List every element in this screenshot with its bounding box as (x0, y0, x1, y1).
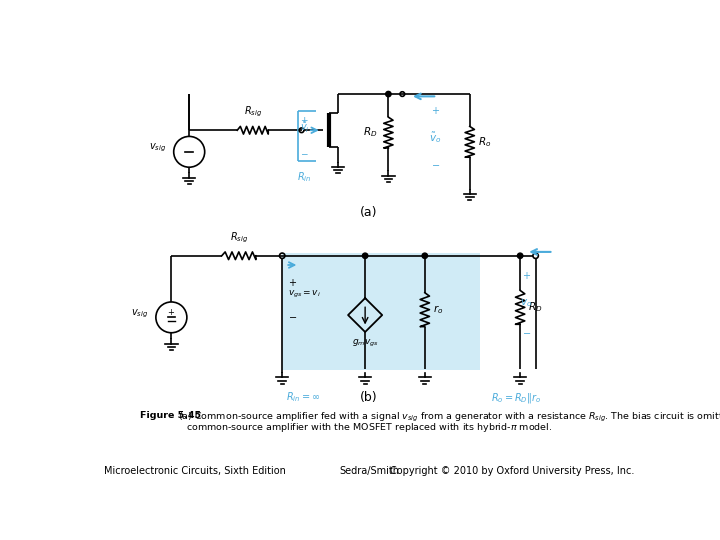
Text: $+$: $+$ (431, 105, 440, 116)
Text: $g_m v_{gs}$: $g_m v_{gs}$ (352, 338, 379, 349)
Text: $-$: $-$ (522, 327, 531, 336)
Text: $R_o$: $R_o$ (477, 135, 491, 148)
Text: $R_D$: $R_D$ (363, 126, 377, 139)
Text: $\tilde{v}_i$: $\tilde{v}_i$ (300, 120, 310, 136)
Text: $+$: $+$ (522, 269, 531, 281)
Text: Sedra/Smith: Sedra/Smith (339, 467, 399, 476)
Text: $v_{sig}$: $v_{sig}$ (149, 142, 166, 154)
Text: $R_{in} = \infty$: $R_{in} = \infty$ (286, 390, 320, 404)
Text: Microelectronic Circuits, Sixth Edition: Microelectronic Circuits, Sixth Edition (104, 467, 286, 476)
Text: $+$: $+$ (289, 278, 297, 288)
Text: Figure 5.45: Figure 5.45 (140, 411, 202, 420)
Text: (b): (b) (360, 391, 378, 404)
Text: Copyright © 2010 by Oxford University Press, Inc.: Copyright © 2010 by Oxford University Pr… (390, 467, 634, 476)
Text: $+$: $+$ (300, 115, 309, 125)
Text: $+$: $+$ (167, 307, 176, 317)
Text: $R_{sig}$: $R_{sig}$ (230, 231, 248, 245)
Text: $-$: $-$ (289, 311, 297, 321)
Circle shape (386, 91, 391, 97)
Text: $-$: $-$ (300, 148, 309, 157)
Text: $-$: $-$ (431, 159, 440, 168)
Text: $R_o = R_D \| r_o$: $R_o = R_D \| r_o$ (491, 390, 541, 404)
Bar (282, 253, 480, 370)
Text: $R_D$: $R_D$ (528, 300, 542, 314)
Text: $v_{gs} = v_i$: $v_{gs} = v_i$ (289, 289, 321, 300)
Text: $R_{in}$: $R_{in}$ (297, 170, 312, 184)
Text: $r_o$: $r_o$ (433, 303, 443, 316)
Text: $v_{sig}$: $v_{sig}$ (131, 307, 148, 320)
Circle shape (422, 253, 428, 259)
Text: $R_{sig}$: $R_{sig}$ (243, 105, 262, 119)
Text: $\tilde{v}_o$: $\tilde{v}_o$ (429, 131, 441, 145)
Text: common-source amplifier with the MOSFET replaced with its hybrid-$\pi$ model.: common-source amplifier with the MOSFET … (186, 421, 552, 434)
Text: $v_o$: $v_o$ (521, 298, 533, 309)
Circle shape (362, 253, 368, 259)
Text: (a) Common-source amplifier fed with a signal $v_{sig}$ from a generator with a : (a) Common-source amplifier fed with a s… (178, 411, 720, 424)
Text: (a): (a) (360, 206, 378, 219)
Circle shape (518, 253, 523, 259)
